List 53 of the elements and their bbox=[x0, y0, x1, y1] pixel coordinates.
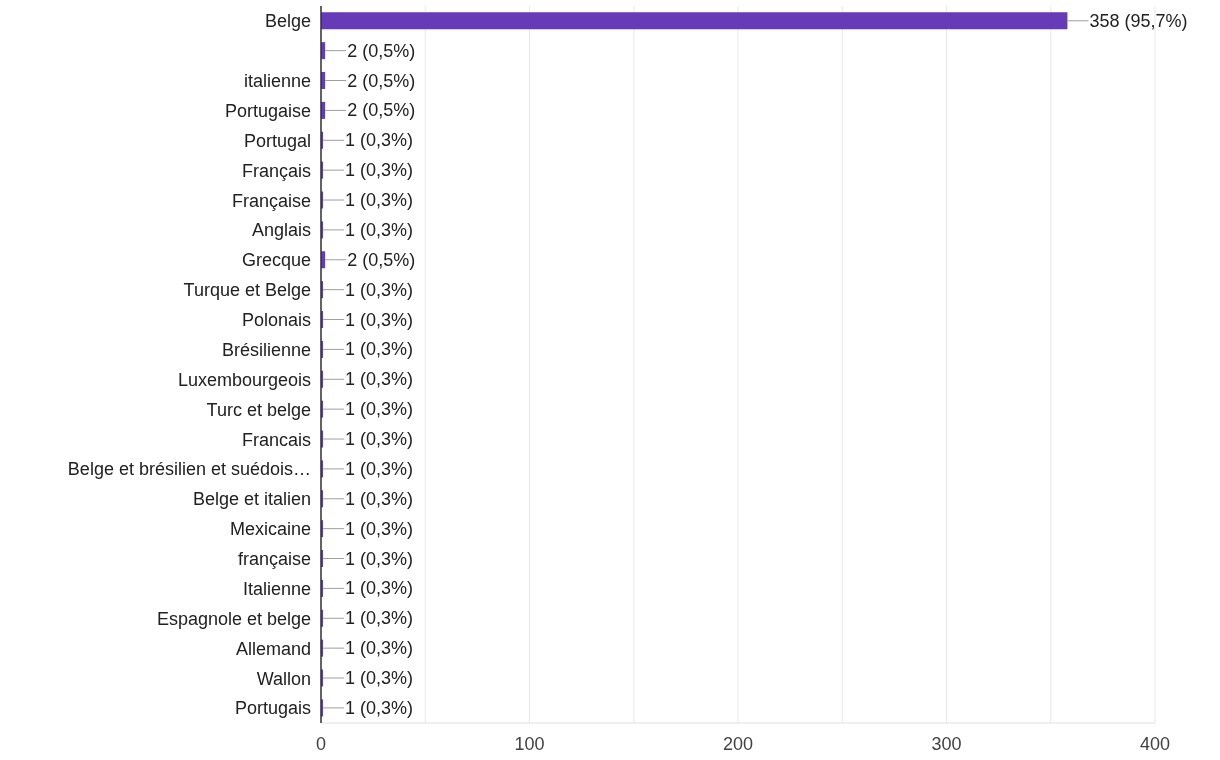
data-label: 358 (95,7%) bbox=[1089, 10, 1188, 31]
data-label: 2 (0,5%) bbox=[347, 249, 416, 270]
data-label: 1 (0,3%) bbox=[345, 488, 414, 509]
data-label: 1 (0,3%) bbox=[345, 130, 414, 151]
y-tick-label: Belge et italien bbox=[192, 489, 311, 510]
y-tick-label: Portugais bbox=[234, 698, 311, 719]
bar bbox=[321, 12, 1068, 30]
data-label: 1 (0,3%) bbox=[345, 518, 414, 539]
data-label: 2 (0,5%) bbox=[347, 70, 416, 91]
data-label: 1 (0,3%) bbox=[345, 668, 414, 689]
data-label: 1 (0,3%) bbox=[345, 279, 414, 300]
x-tick-label: 0 bbox=[315, 733, 327, 754]
x-tick-label: 200 bbox=[722, 733, 754, 754]
data-label: 1 (0,3%) bbox=[345, 548, 414, 569]
y-tick-label: Francais bbox=[241, 429, 311, 450]
data-label: 2 (0,5%) bbox=[347, 40, 416, 61]
y-tick-label: Français bbox=[241, 160, 311, 181]
data-label: 1 (0,3%) bbox=[345, 309, 414, 330]
data-label: 1 (0,3%) bbox=[345, 608, 414, 629]
y-tick-label: Anglais bbox=[251, 220, 311, 241]
y-tick-label: Wallon bbox=[256, 668, 311, 689]
x-tick-label: 400 bbox=[1139, 733, 1171, 754]
data-label: 1 (0,3%) bbox=[345, 160, 414, 181]
y-tick-label: Grecque bbox=[241, 250, 311, 271]
y-tick-label: Luxembourgeois bbox=[177, 369, 311, 390]
y-tick-label: Brésilienne bbox=[221, 339, 311, 360]
data-label: 1 (0,3%) bbox=[345, 219, 414, 240]
data-label: 1 (0,3%) bbox=[345, 578, 414, 599]
y-tick-label: Espagnole et belge bbox=[156, 608, 311, 629]
data-label: 2 (0,5%) bbox=[347, 100, 416, 121]
y-tick-label: italienne bbox=[243, 71, 311, 92]
y-tick-label: Portugal bbox=[243, 130, 311, 151]
data-label: 1 (0,3%) bbox=[345, 458, 414, 479]
y-tick-label: Mexicaine bbox=[229, 519, 311, 540]
y-tick-label: Polonais bbox=[241, 310, 311, 331]
data-label: 1 (0,3%) bbox=[345, 429, 414, 450]
y-tick-label: Belge bbox=[264, 11, 311, 32]
x-tick-label: 100 bbox=[514, 733, 545, 754]
y-tick-label: française bbox=[237, 549, 311, 570]
data-label: 1 (0,3%) bbox=[345, 399, 414, 420]
y-tick-label: Allemand bbox=[235, 638, 311, 659]
x-tick-label: 300 bbox=[931, 733, 962, 754]
data-label: 1 (0,3%) bbox=[345, 339, 414, 360]
y-tick-label: Turc et belge bbox=[206, 399, 311, 420]
y-tick-label: Belge et brésilien et suédois… bbox=[67, 459, 311, 480]
y-tick-label: Française bbox=[231, 190, 311, 211]
data-label: 1 (0,3%) bbox=[345, 190, 414, 211]
data-label: 1 (0,3%) bbox=[345, 369, 414, 390]
y-tick-label: Italienne bbox=[242, 578, 311, 599]
y-tick-label: Portugaise bbox=[224, 100, 311, 121]
data-label: 1 (0,3%) bbox=[345, 697, 414, 718]
y-tick-label: Turque et Belge bbox=[183, 280, 311, 301]
data-label: 1 (0,3%) bbox=[345, 638, 414, 659]
